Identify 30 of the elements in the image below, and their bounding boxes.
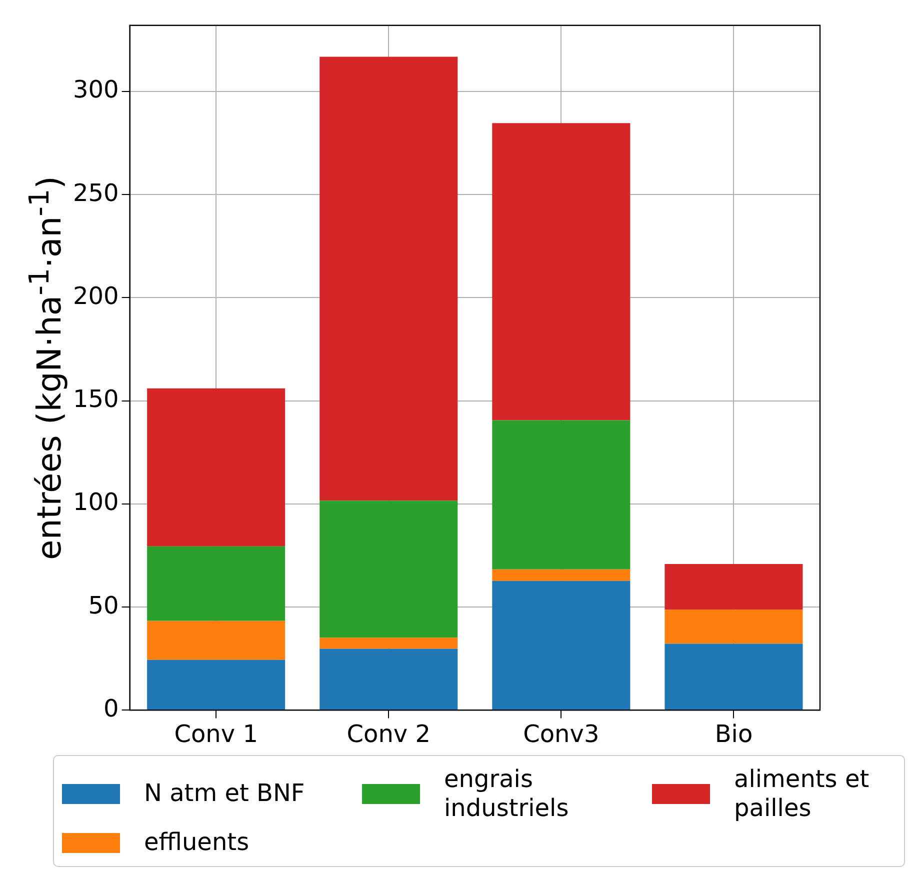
bar (147, 546, 286, 621)
x-tick-label: Conv3 (523, 720, 600, 748)
bar (320, 648, 458, 710)
bar (492, 580, 630, 710)
legend-label: N atm et BNF (144, 779, 305, 808)
bar (147, 660, 286, 710)
y-tick-label: 150 (72, 385, 119, 414)
y-tick-label: 0 (104, 694, 119, 722)
legend-label: effluents (144, 828, 250, 858)
y-tick-label: 250 (72, 178, 119, 207)
x-tick-label: Conv 2 (346, 720, 431, 748)
bar (664, 610, 803, 644)
x-tick-label: Conv 1 (174, 720, 258, 748)
bar (320, 638, 458, 649)
bar (664, 564, 803, 610)
bar (147, 388, 286, 546)
legend-label: aliments et pailles (734, 764, 870, 822)
x-tick-label: Bio (714, 720, 753, 748)
bar (320, 56, 458, 501)
legend-label: engrais industriels (444, 764, 570, 822)
bar (492, 420, 630, 570)
bar (492, 569, 630, 581)
y-tick-label: 300 (72, 76, 119, 104)
bar (320, 500, 458, 638)
bar (147, 620, 286, 660)
bar (492, 123, 630, 420)
y-tick-label: 200 (72, 282, 119, 310)
y-tick-label: 100 (72, 488, 119, 516)
bar (664, 644, 803, 710)
y-tick-label: 50 (88, 591, 119, 620)
